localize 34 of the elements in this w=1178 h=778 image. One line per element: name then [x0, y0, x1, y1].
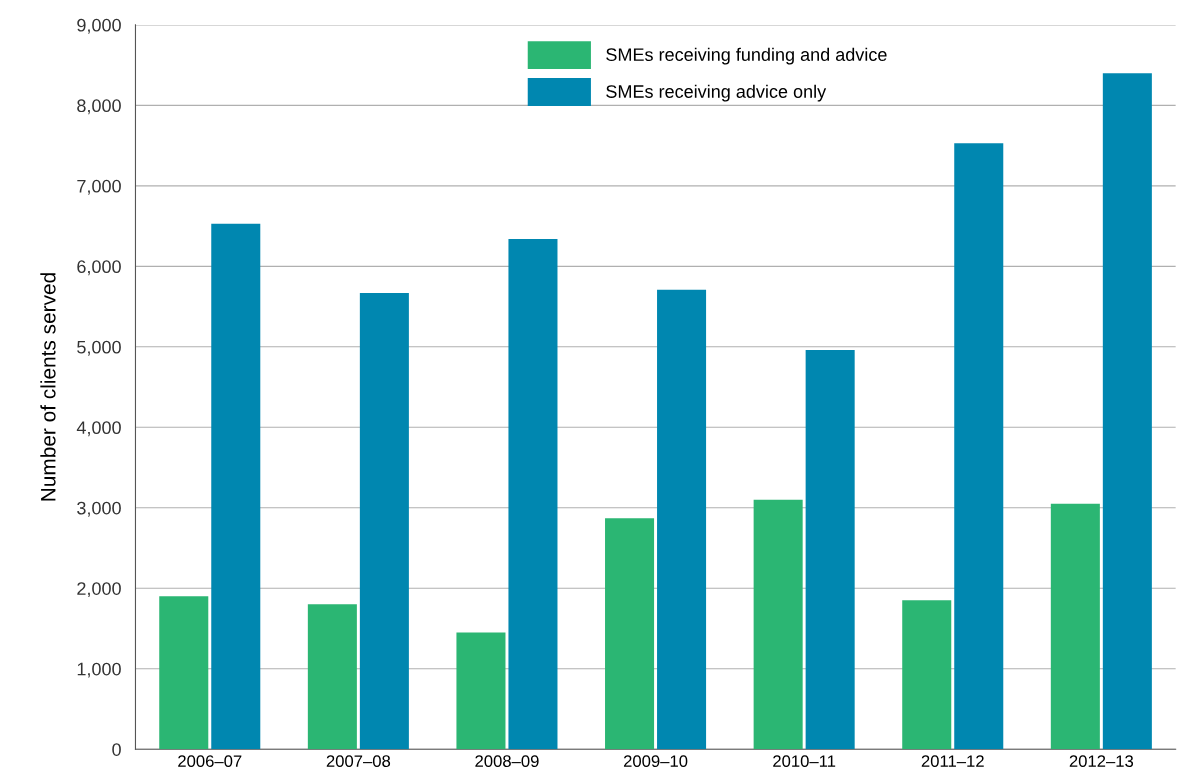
x-tick-label: 2006–07 [178, 755, 242, 768]
x-tick-label: 2009–10 [623, 755, 688, 768]
y-axis-title: Number of clients served [40, 273, 56, 501]
bar [954, 143, 1004, 750]
y-tick-label: 1,000 [77, 662, 121, 678]
y-tick-label: 5,000 [77, 340, 121, 356]
y-tick-label: 8,000 [77, 99, 121, 115]
legend-label: SMEs receiving funding and advice [606, 47, 887, 65]
bar [211, 223, 261, 750]
bar [605, 518, 655, 750]
y-tick-label: 0 [112, 743, 121, 756]
bar [508, 238, 558, 750]
y-tick-label: 3,000 [77, 501, 121, 517]
bar [159, 596, 209, 750]
y-tick-label: 4,000 [76, 421, 121, 437]
bar [307, 604, 357, 750]
y-tick-label: 7,000 [77, 179, 121, 195]
bar [359, 292, 409, 750]
bar [753, 499, 803, 750]
x-tick-label: 2011–12 [921, 755, 984, 768]
y-tick-label: 9,000 [77, 18, 121, 34]
x-tick-label: 2007–08 [326, 755, 391, 768]
x-tick-label: 2012–13 [1069, 755, 1134, 768]
bar [902, 600, 952, 750]
bar [805, 350, 855, 750]
bar [1102, 73, 1152, 750]
legend-label: SMEs receiving advice only [606, 84, 827, 102]
bar [1050, 503, 1100, 750]
bar [456, 632, 506, 750]
bar [657, 289, 707, 750]
y-tick-label: 6,000 [77, 260, 121, 276]
y-tick-label: 2,000 [77, 582, 121, 598]
x-tick-label: 2010–11 [773, 755, 836, 768]
x-tick-label: 2008–09 [475, 755, 539, 768]
